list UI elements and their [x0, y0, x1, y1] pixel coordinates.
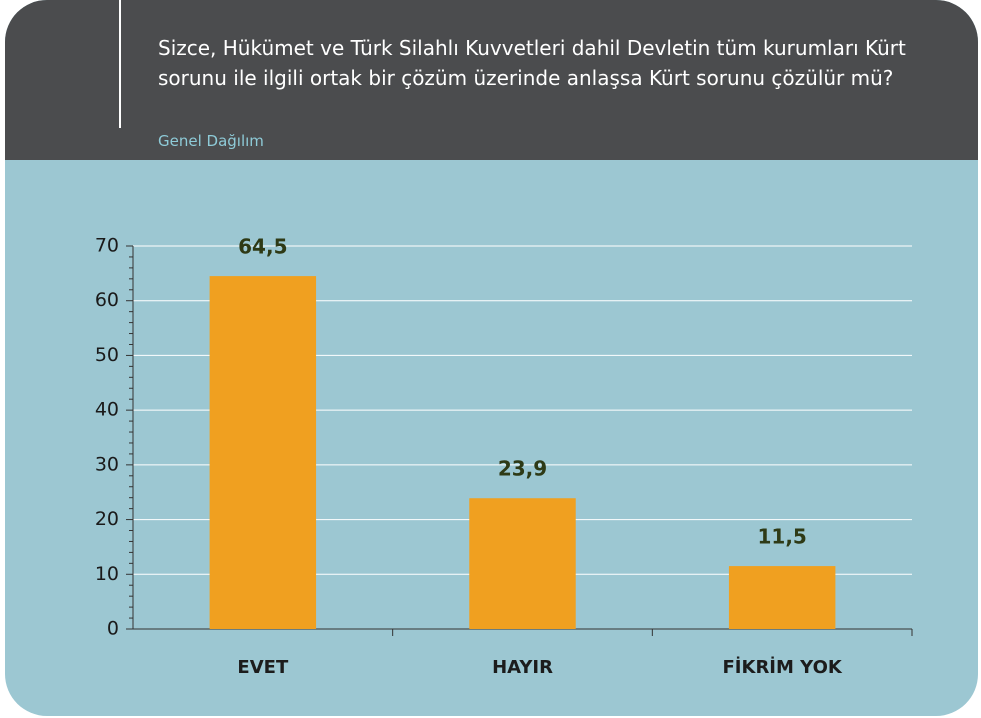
- bar: [728, 566, 836, 629]
- bar: [469, 498, 576, 629]
- card-header: [5, 0, 978, 160]
- y-tick-label: 50: [95, 344, 119, 366]
- value-label: 23,9: [498, 457, 547, 481]
- bar: [209, 276, 317, 629]
- y-tick-label: 60: [95, 289, 119, 311]
- y-tick-label: 20: [95, 508, 119, 530]
- y-tick-label: 30: [95, 453, 119, 475]
- chart-title: Sizce, Hükümet ve Türk Silahlı Kuvvetler…: [158, 36, 906, 90]
- value-label: 64,5: [238, 235, 287, 259]
- y-tick-label: 40: [95, 399, 119, 421]
- y-tick-label: 10: [95, 563, 119, 585]
- x-tick-label: HAYIR: [492, 657, 553, 678]
- y-tick-label: 0: [107, 618, 119, 640]
- x-tick-label: FİKRİM YOK: [723, 656, 843, 678]
- value-label: 11,5: [757, 525, 806, 549]
- y-tick-label: 70: [95, 235, 119, 257]
- x-tick-label: EVET: [237, 657, 289, 678]
- chart-subtitle: Genel Dağılım: [158, 132, 264, 150]
